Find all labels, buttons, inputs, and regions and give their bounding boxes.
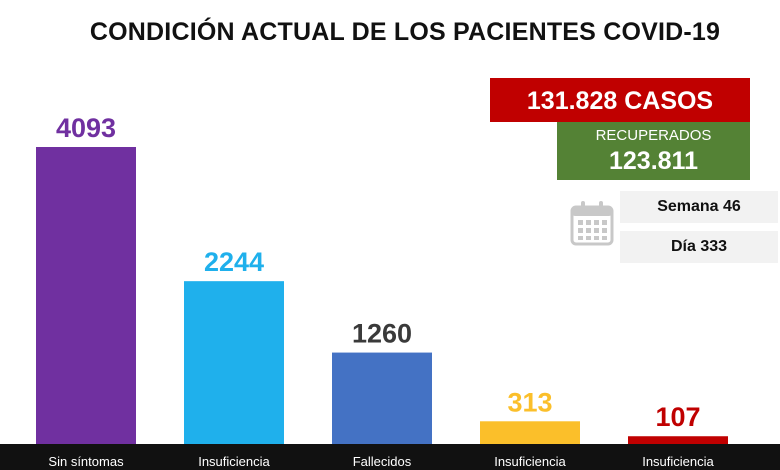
chart-title: CONDICIÓN ACTUAL DE LOS PACIENTES COVID-… <box>89 18 721 46</box>
bar-1 <box>36 147 136 444</box>
recovered-label: RECUPERADOS <box>595 127 712 144</box>
week-label: Semana 46 <box>657 198 741 215</box>
label-band <box>0 444 780 470</box>
bar-5 <box>628 436 728 444</box>
bar-value-label-2: 2244 <box>204 247 264 277</box>
week-box: Semana 46 <box>620 191 778 223</box>
category-label-1: Sin síntomas <box>48 454 124 469</box>
day-label: Día 333 <box>670 238 728 255</box>
bar-4 <box>480 421 580 444</box>
recovered-value: 123.811 <box>609 147 698 175</box>
total-cases-box: 131.828 CASOS <box>490 78 750 122</box>
category-label-3: Fallecidos <box>353 454 412 469</box>
total-cases: 131.828 CASOS <box>526 87 714 115</box>
bar-value-label-1: 4093 <box>56 113 116 143</box>
bar-value-label-5: 107 <box>655 402 700 432</box>
category-label-2: Insuficiencia <box>198 454 270 469</box>
category-label-4: Insuficiencia <box>494 454 566 469</box>
day-box: Día 333 <box>620 231 778 263</box>
bar-3 <box>332 352 432 444</box>
calendar-icon <box>570 201 614 246</box>
bar-2 <box>184 281 284 444</box>
recovered-box: RECUPERADOS 123.811 <box>557 122 750 180</box>
bar-value-label-4: 313 <box>507 387 552 417</box>
bar-value-label-3: 1260 <box>352 319 412 349</box>
category-label-5: Insuficiencia <box>642 454 714 469</box>
